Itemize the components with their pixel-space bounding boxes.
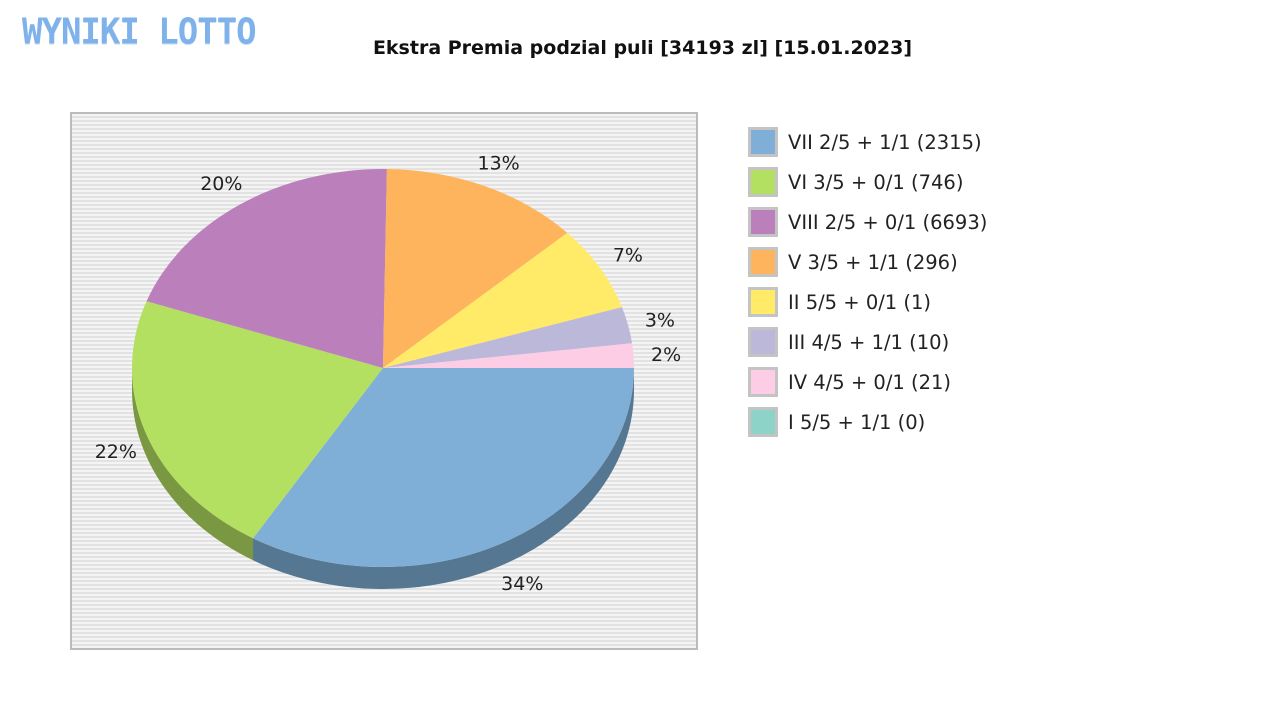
legend-item: II 5/5 + 0/1 (1) (748, 282, 987, 322)
stripe (72, 120, 696, 122)
legend-swatch (748, 367, 778, 397)
legend-label: III 4/5 + 1/1 (10) (788, 330, 950, 354)
stripe (72, 144, 696, 146)
stripe (72, 620, 696, 622)
pie-slice[interactable] (146, 169, 387, 368)
stripe (72, 636, 696, 638)
legend-item: III 4/5 + 1/1 (10) (748, 322, 987, 362)
stripe (72, 128, 696, 130)
legend-item: IV 4/5 + 0/1 (21) (748, 362, 987, 402)
slice-percent-label: 13% (478, 153, 520, 175)
legend-item: I 5/5 + 1/1 (0) (748, 402, 987, 442)
stripe (72, 140, 696, 142)
pie-slice[interactable] (383, 169, 568, 368)
legend-swatch (748, 167, 778, 197)
logo[interactable]: WYNIKI LOTTO (22, 11, 257, 53)
stripe (72, 136, 696, 138)
legend-label: I 5/5 + 1/1 (0) (788, 410, 926, 434)
stripe (72, 116, 696, 118)
stripe (72, 624, 696, 626)
slice-percent-label: 34% (501, 573, 543, 595)
legend-label: II 5/5 + 0/1 (1) (788, 290, 932, 314)
legend-swatch (748, 207, 778, 237)
stripe (72, 628, 696, 630)
stripe (72, 124, 696, 126)
slice-percent-label: 3% (645, 309, 675, 331)
stripe (72, 168, 696, 170)
legend-label: IV 4/5 + 0/1 (21) (788, 370, 952, 394)
stripe (72, 600, 696, 602)
pie-slice[interactable] (253, 368, 634, 567)
pie-slice[interactable] (131, 301, 383, 539)
pie-slice[interactable] (383, 232, 622, 368)
pie-slice[interactable] (383, 343, 634, 368)
stripe (72, 612, 696, 614)
legend-item: VI 3/5 + 0/1 (746) (748, 162, 987, 202)
legend-item: VIII 2/5 + 0/1 (6693) (748, 202, 987, 242)
stripe (72, 596, 696, 598)
stripe (72, 604, 696, 606)
legend-label: VIII 2/5 + 0/1 (6693) (788, 210, 988, 234)
stripe (72, 152, 696, 154)
legend-item: V 3/5 + 1/1 (296) (748, 242, 987, 282)
stripe (72, 588, 696, 590)
stripe (72, 640, 696, 642)
legend-label: VII 2/5 + 1/1 (2315) (788, 130, 982, 154)
stripe (72, 616, 696, 618)
stripe (72, 160, 696, 162)
slice-percent-label: 7% (613, 245, 643, 267)
chart-title: Ekstra Premia podzial puli [34193 zl] [1… (372, 37, 913, 59)
legend-label: VI 3/5 + 0/1 (746) (788, 170, 964, 194)
pie-slice[interactable] (383, 307, 633, 368)
stripe (72, 164, 696, 166)
stripe (72, 148, 696, 150)
slice-side (132, 368, 254, 561)
stripe (72, 592, 696, 594)
legend: VII 2/5 + 1/1 (2315) VI 3/5 + 0/1 (746) VI… (748, 122, 987, 442)
stripe (72, 644, 696, 646)
legend-swatch (748, 287, 778, 317)
legend-swatch (748, 247, 778, 277)
legend-swatch (748, 327, 778, 357)
slice-side (253, 368, 634, 589)
slice-percent-label: 2% (651, 344, 681, 366)
legend-swatch (748, 127, 778, 157)
legend-label: V 3/5 + 1/1 (296) (788, 250, 958, 274)
slice-percent-label: 20% (200, 173, 242, 195)
stripe (72, 632, 696, 634)
stripe (72, 156, 696, 158)
legend-item: VII 2/5 + 1/1 (2315) (748, 122, 987, 162)
stripe (72, 132, 696, 134)
slice-percent-label: 22% (95, 441, 137, 463)
stripe (72, 608, 696, 610)
legend-swatch (748, 407, 778, 437)
